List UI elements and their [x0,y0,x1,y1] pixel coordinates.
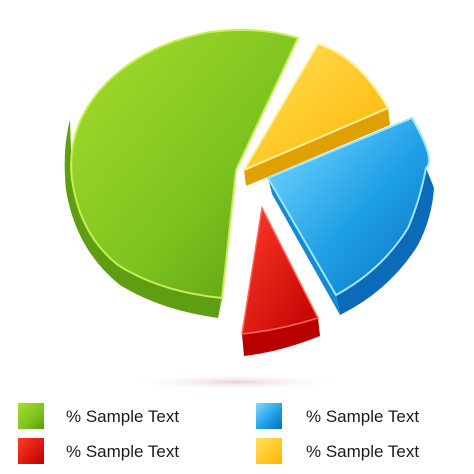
legend-item-2: % Sample Text [256,403,419,429]
slice-blue-edge [268,178,340,315]
slice-green [70,29,300,300]
legend-swatch-1 [18,403,44,429]
slice-green-side [64,120,223,318]
slice-yellow-side [244,108,390,186]
slice-red-side [242,318,320,356]
legend-item-1: % Sample Text [18,403,179,429]
legend-swatch-2 [256,403,282,429]
legend-label-4: % Sample Text [306,442,419,461]
slice-blue [266,116,430,297]
legend-item-3: % Sample Text [18,438,179,464]
legend: % Sample Text % Sample Text % Sample Tex… [18,403,419,464]
legend-label-3: % Sample Text [66,442,179,461]
legend-label-1: % Sample Text [66,407,179,426]
slice-red [241,205,320,335]
slice-blue-side [336,168,434,315]
slice-faces-group [70,29,430,335]
chart-shadow [126,374,346,390]
legend-item-4: % Sample Text [256,438,419,464]
legend-label-2: % Sample Text [306,407,419,426]
slice-yellow [241,42,390,173]
legend-swatch-3 [18,438,44,464]
legend-swatch-4 [256,438,282,464]
